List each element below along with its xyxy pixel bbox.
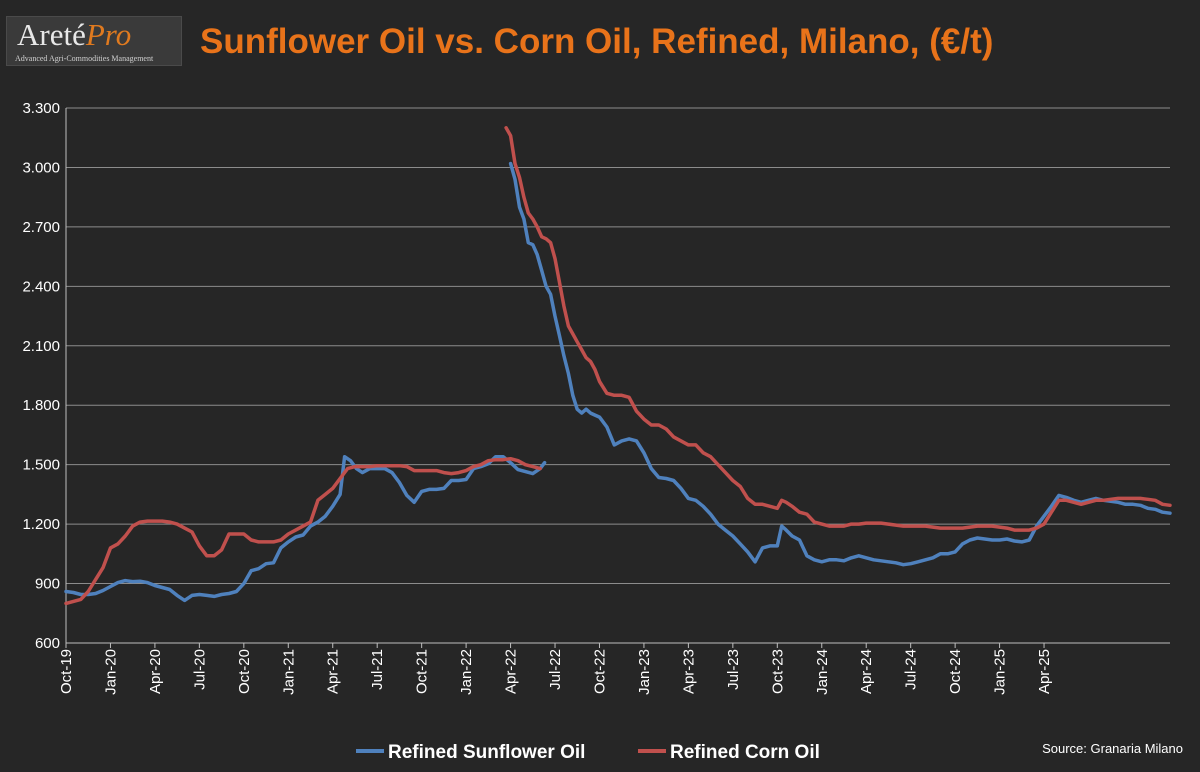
x-tick-label: Jan-20 [102, 649, 119, 695]
x-tick-label: Apr-23 [680, 649, 697, 694]
y-tick-label: 1.500 [22, 457, 60, 474]
x-tick-label: Oct-22 [591, 649, 608, 694]
logo-tagline: Advanced Agri-Commodities Management [15, 54, 154, 63]
x-tick-label: Apr-24 [858, 649, 875, 694]
x-tick-labels: Oct-19 Jan-20 Apr-20 Jul-20 Oct-20 Jan-21 Apr-… [58, 649, 1053, 695]
x-tick-label: Jan-21 [280, 649, 297, 695]
y-tick-labels: 600 900 1.200 1.500 1.800 2.100 2.400 2.700 3.00… [22, 100, 60, 652]
source-note: Source: Granaria Milano [1042, 741, 1183, 756]
x-tick-label: Jul-22 [547, 649, 564, 690]
x-tick-label: Jan-25 [992, 649, 1009, 695]
x-tick-label: Apr-21 [325, 649, 342, 694]
x-tick-label: Jan-24 [814, 649, 831, 695]
x-tick-label: Apr-22 [503, 649, 520, 694]
y-tick-label: 1.200 [22, 516, 60, 533]
x-tick-label: Jul-23 [725, 649, 742, 690]
x-tick-label: Oct-21 [414, 649, 431, 694]
legend-label-sunflower: Refined Sunflower Oil [388, 742, 585, 763]
y-tick-label: 900 [35, 576, 60, 593]
legend: Refined Sunflower Oil Refined Corn Oil [356, 742, 820, 763]
corn-oil-line [64, 456, 542, 606]
legend-label-corn: Refined Corn Oil [670, 742, 820, 763]
x-tick-label: Jan-22 [458, 649, 475, 695]
x-tick-label: Jul-21 [369, 649, 386, 690]
arete-pro-logo: AretéPro Advanced Agri-Commodities Manag… [6, 16, 182, 66]
x-tick-label: Oct-20 [236, 649, 253, 694]
y-tick-label: 2.100 [22, 338, 60, 355]
x-tick-label: Apr-20 [147, 649, 164, 694]
y-tick-label: 3.300 [22, 100, 60, 117]
chart-title: Sunflower Oil vs. Corn Oil, Refined, Mil… [200, 22, 994, 61]
grid-lines [66, 107, 1170, 644]
sunflower-oil-line [508, 161, 1172, 567]
x-tick-label: Oct-23 [769, 649, 786, 694]
series-lines [64, 126, 1172, 606]
x-tick-label: Oct-24 [947, 649, 964, 694]
x-tick-label: Apr-25 [1036, 649, 1053, 694]
y-tick-label: 2.700 [22, 219, 60, 236]
y-tick-label: 600 [35, 635, 60, 652]
x-tick-label: Jul-20 [191, 649, 208, 690]
y-tick-label: 3.000 [22, 159, 60, 176]
x-tick-label: Jul-24 [903, 649, 920, 690]
x-tick-label: Oct-19 [58, 649, 75, 694]
sunflower-oil-line [64, 454, 547, 603]
y-tick-label: 1.800 [22, 397, 60, 414]
x-tick-label: Jan-23 [636, 649, 653, 695]
corn-oil-line [504, 126, 1172, 532]
axes [65, 108, 1170, 648]
y-tick-label: 2.400 [22, 278, 60, 295]
logo-brand: AretéPro [17, 17, 132, 52]
